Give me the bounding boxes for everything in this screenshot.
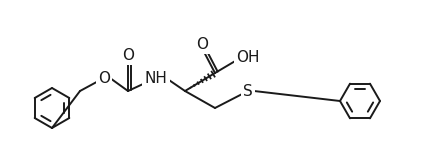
Text: NH: NH [145,71,167,85]
Text: OH: OH [236,49,260,65]
Text: O: O [122,47,134,63]
Text: O: O [98,71,110,85]
Text: O: O [196,36,208,51]
Text: S: S [243,83,253,99]
